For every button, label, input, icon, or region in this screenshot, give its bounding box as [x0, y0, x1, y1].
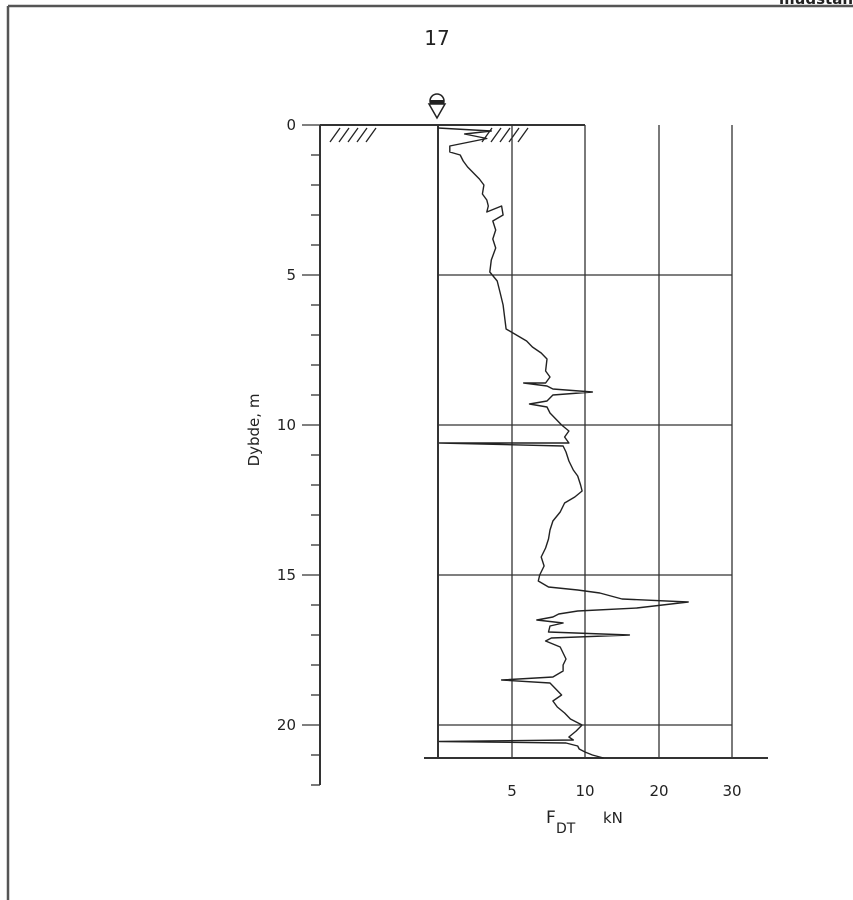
ground-surface-hatching	[329, 127, 529, 143]
depth-tick-label: 5	[286, 266, 296, 284]
groundwater-marker-icon	[427, 92, 447, 120]
depth-axis: 0 5 10 15 20	[277, 116, 321, 786]
depth-tick-label: 20	[277, 716, 296, 734]
force-axis-ticks: 5 10 20 30	[507, 782, 741, 800]
depth-tick-label: 15	[277, 566, 296, 584]
force-tick-label: 10	[575, 782, 594, 800]
x-axis-label-main: F	[546, 808, 556, 828]
force-tick-label: 30	[722, 782, 741, 800]
force-tick-label: 20	[649, 782, 668, 800]
x-axis-label-unit: kN	[603, 809, 623, 827]
depth-tick-label: 0	[286, 116, 296, 134]
sounding-curve	[437, 127, 689, 759]
depth-tick-label: 10	[277, 416, 296, 434]
header-text: mudstan	[779, 0, 853, 8]
y-axis-label: Dybde, m	[245, 394, 263, 467]
force-tick-label: 5	[507, 782, 517, 800]
x-axis-label: F DT kN	[546, 808, 623, 837]
page-number: 17	[424, 26, 449, 50]
x-axis-label-subscript: DT	[556, 821, 576, 837]
chart-grid	[320, 124, 768, 759]
